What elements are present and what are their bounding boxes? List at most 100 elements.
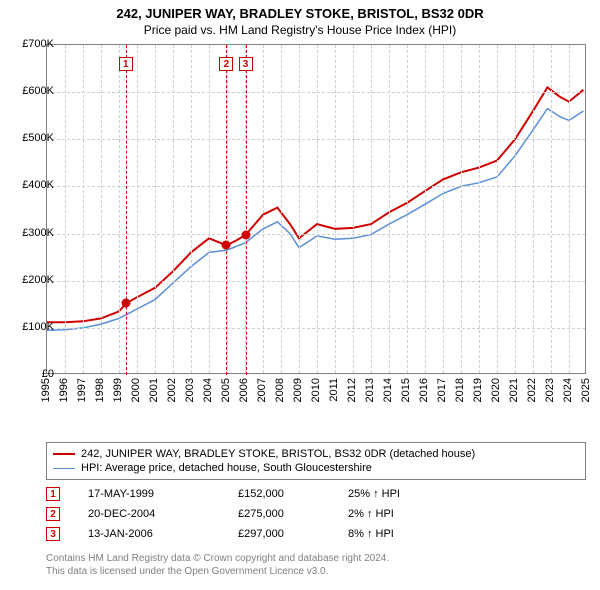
gridline-vertical	[443, 45, 444, 373]
event-number-box: 3	[46, 527, 60, 541]
gridline-vertical	[371, 45, 372, 373]
event-percent: 25% ↑ HPI	[348, 488, 458, 500]
x-axis-label: 2016	[418, 378, 430, 402]
gridline-vertical	[317, 45, 318, 373]
x-axis-label: 1996	[58, 378, 70, 402]
gridline-vertical	[425, 45, 426, 373]
x-axis-label: 2011	[328, 378, 340, 402]
x-axis-label: 2002	[166, 378, 178, 402]
x-axis-label: 1998	[94, 378, 106, 402]
x-axis-label: 2024	[562, 378, 574, 402]
gridline-horizontal	[47, 281, 585, 282]
event-marker-line	[126, 45, 127, 375]
x-axis-label: 2019	[472, 378, 484, 402]
gridline-vertical	[173, 45, 174, 373]
event-marker-box: 3	[239, 57, 253, 71]
sale-marker	[241, 230, 250, 239]
event-marker-box: 2	[219, 57, 233, 71]
event-row: 3 13-JAN-2006£297,0008% ↑ HPI	[46, 524, 586, 544]
event-marker-line	[226, 45, 227, 375]
y-axis-label: £400K	[22, 179, 54, 191]
y-axis-label: £700K	[22, 38, 54, 50]
event-marker-box: 1	[119, 57, 133, 71]
y-axis-label: £0	[42, 368, 54, 380]
event-percent: 2% ↑ HPI	[348, 508, 458, 520]
gridline-vertical	[191, 45, 192, 373]
gridline-vertical	[569, 45, 570, 373]
events-table: 1 17-MAY-1999£152,00025% ↑ HPI 2 20-DEC-200…	[46, 484, 586, 544]
gridline-vertical	[551, 45, 552, 373]
plot-region: 1 23	[46, 44, 586, 374]
event-number-box: 1	[46, 487, 60, 501]
x-axis-label: 2018	[454, 378, 466, 402]
event-date: 17-MAY-1999	[88, 488, 238, 500]
x-axis-label: 2008	[274, 378, 286, 402]
gridline-vertical	[209, 45, 210, 373]
x-axis-label: 2015	[400, 378, 412, 402]
chart-container: 242, JUNIPER WAY, BRADLEY STOKE, BRISTOL…	[0, 0, 600, 590]
gridline-vertical	[83, 45, 84, 373]
x-axis-label: 2004	[202, 378, 214, 402]
x-axis-label: 2009	[292, 378, 304, 402]
gridline-horizontal	[47, 328, 585, 329]
series-line-red	[47, 87, 583, 322]
x-axis-label: 2000	[130, 378, 142, 402]
sale-marker	[222, 241, 231, 250]
event-row: 1 17-MAY-1999£152,00025% ↑ HPI	[46, 484, 586, 504]
y-axis-label: £300K	[22, 227, 54, 239]
gridline-vertical	[389, 45, 390, 373]
series-line-blue	[47, 109, 583, 331]
chart-subtitle: Price paid vs. HM Land Registry's House …	[0, 21, 600, 41]
gridline-vertical	[263, 45, 264, 373]
legend-swatch	[53, 468, 75, 469]
gridline-vertical	[515, 45, 516, 373]
x-axis-label: 2020	[490, 378, 502, 402]
gridline-vertical	[533, 45, 534, 373]
x-axis-label: 2012	[346, 378, 358, 402]
y-axis-label: £600K	[22, 85, 54, 97]
x-axis-label: 2003	[184, 378, 196, 402]
event-price: £152,000	[238, 488, 348, 500]
x-axis-label: 2006	[238, 378, 250, 402]
event-percent: 8% ↑ HPI	[348, 528, 458, 540]
gridline-vertical	[497, 45, 498, 373]
x-axis-label: 2014	[382, 378, 394, 402]
x-axis-label: 2022	[526, 378, 538, 402]
x-axis-label: 2017	[436, 378, 448, 402]
footer-line-2: This data is licensed under the Open Gov…	[46, 565, 586, 578]
event-price: £297,000	[238, 528, 348, 540]
event-row: 2 20-DEC-2004£275,0002% ↑ HPI	[46, 504, 586, 524]
x-axis-label: 2010	[310, 378, 322, 402]
gridline-vertical	[155, 45, 156, 373]
legend-item: 242, JUNIPER WAY, BRADLEY STOKE, BRISTOL…	[53, 447, 579, 461]
legend-swatch	[53, 453, 75, 455]
gridline-vertical	[461, 45, 462, 373]
gridline-vertical	[65, 45, 66, 373]
event-number-box: 2	[46, 507, 60, 521]
y-axis-label: £200K	[22, 274, 54, 286]
x-axis-label: 2023	[544, 378, 556, 402]
legend-item: HPI: Average price, detached house, Sout…	[53, 461, 579, 475]
legend-box: 242, JUNIPER WAY, BRADLEY STOKE, BRISTOL…	[46, 442, 586, 480]
event-date: 20-DEC-2004	[88, 508, 238, 520]
y-axis-label: £100K	[22, 321, 54, 333]
x-axis-label: 2001	[148, 378, 160, 402]
event-date: 13-JAN-2006	[88, 528, 238, 540]
x-axis-label: 2013	[364, 378, 376, 402]
sale-marker	[121, 299, 130, 308]
x-axis-label: 2005	[220, 378, 232, 402]
event-price: £275,000	[238, 508, 348, 520]
y-axis-label: £500K	[22, 132, 54, 144]
x-axis-label: 1997	[76, 378, 88, 402]
x-axis-label: 2007	[256, 378, 268, 402]
gridline-vertical	[335, 45, 336, 373]
gridline-horizontal	[47, 234, 585, 235]
gridline-vertical	[299, 45, 300, 373]
x-axis-label: 1995	[40, 378, 52, 402]
footer-attribution: Contains HM Land Registry data © Crown c…	[46, 552, 586, 578]
legend-label: HPI: Average price, detached house, Sout…	[81, 462, 372, 474]
event-marker-line	[246, 45, 247, 375]
x-axis-label: 1999	[112, 378, 124, 402]
x-axis-label: 2025	[580, 378, 592, 402]
gridline-vertical	[479, 45, 480, 373]
